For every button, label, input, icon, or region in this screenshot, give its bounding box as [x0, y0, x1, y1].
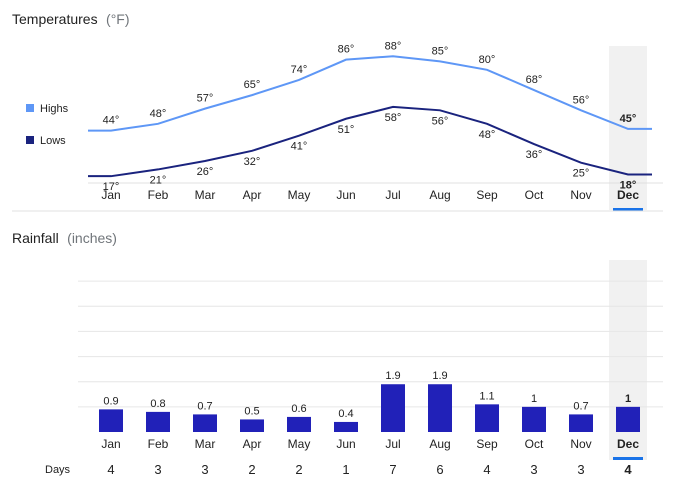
lows-legend-label: Lows	[40, 135, 66, 147]
rain-days-value: 4	[483, 462, 490, 477]
rain-bar[interactable]	[146, 411, 170, 432]
rain-month-tick-label[interactable]: Jan	[101, 437, 120, 451]
rain-month-tick-label[interactable]: Mar	[195, 437, 216, 451]
rain-days-value: 2	[295, 462, 302, 477]
temp-month-tick-label[interactable]: Dec	[617, 188, 639, 202]
temp-month-tick-label[interactable]: Apr	[243, 188, 262, 202]
high-temp-label: 48°	[150, 108, 167, 120]
rain-value-label: 0.7	[197, 400, 212, 412]
rain-days-value: 4	[624, 462, 632, 477]
rain-value-label: 0.7	[573, 400, 588, 412]
low-temp-label: 41°	[291, 141, 308, 153]
low-temp-label: 58°	[385, 112, 402, 124]
rain-bar[interactable]	[522, 406, 546, 432]
rain-value-label: 1.9	[385, 370, 400, 382]
high-temp-label: 65°	[244, 79, 261, 91]
rainfall-bar-chart: 0.9 0.8 0.7 0.5 0.6 0.4 1.9 1.9 1.1 1 0.7 1 Jan Feb Ma…	[78, 280, 663, 460]
rain-month-tick-label[interactable]: May	[288, 437, 311, 451]
high-temp-label: 85°	[432, 45, 449, 57]
rain-value-label: 0.6	[291, 403, 306, 415]
rain-bar[interactable]	[475, 404, 499, 432]
rain-days-value: 4	[107, 462, 114, 477]
temp-month-tick-label[interactable]: Feb	[148, 188, 169, 202]
rain-days-value: 2	[248, 462, 255, 477]
rain-month-tick-label[interactable]: Aug	[429, 437, 450, 451]
temp-month-tick-label[interactable]: Oct	[525, 188, 544, 202]
low-temp-label: 48°	[479, 129, 496, 141]
rain-days-value: 3	[154, 462, 161, 477]
rain-month-tick-label[interactable]: Oct	[525, 437, 544, 451]
high-temp-label: 57°	[197, 93, 214, 105]
temp-month-tick-label[interactable]: Jul	[385, 188, 400, 202]
temperature-title: Temperatures (°F)	[12, 11, 130, 28]
high-temp-label: 44°	[103, 115, 120, 127]
rain-days-value: 1	[342, 462, 349, 477]
high-temp-label: 56°	[573, 94, 590, 106]
low-temp-label: 26°	[197, 166, 214, 178]
rain-value-label: 0.9	[103, 395, 118, 407]
low-temp-label: 21°	[150, 174, 167, 186]
rain-days-value: 6	[436, 462, 443, 477]
rain-value-label: 0.5	[244, 405, 259, 417]
rain-bar[interactable]	[287, 416, 311, 432]
rain-month-tick-label[interactable]: Jul	[385, 437, 400, 451]
rain-bar[interactable]	[428, 384, 452, 432]
high-temp-label: 80°	[479, 54, 496, 66]
rain-value-label: 0.8	[150, 398, 165, 410]
highs-series-line	[88, 55, 652, 132]
rain-days-row: 4 3 3 2 2 1 7 6 4 3 3 4	[107, 462, 632, 477]
highs-legend-swatch	[26, 104, 34, 112]
temp-selected-month-indicator	[613, 208, 643, 211]
rain-month-tick-label[interactable]: Sep	[476, 437, 498, 451]
temp-month-tick-label[interactable]: Aug	[429, 188, 450, 202]
rain-value-label: 1.1	[479, 390, 494, 402]
rain-month-tick-label[interactable]: Apr	[243, 437, 262, 451]
rain-days-value: 3	[577, 462, 584, 477]
rain-selected-month-indicator	[613, 457, 643, 460]
low-temp-label: 56°	[432, 115, 449, 127]
rain-value-label: 1	[531, 393, 537, 405]
high-temp-label: 45°	[620, 113, 637, 125]
temp-month-tick-label[interactable]: May	[288, 188, 311, 202]
lows-series-line	[88, 105, 652, 178]
temperature-line-chart: 44° 48° 57° 65° 74° 86° 88° 85° 80° 68° 56° 45° 17° 2…	[88, 40, 663, 211]
low-temp-label: 25°	[573, 168, 590, 180]
rain-value-label: 1	[625, 393, 631, 405]
lows-legend-swatch	[26, 136, 34, 144]
temp-month-tick-label[interactable]: Jan	[101, 188, 120, 202]
rain-days-value: 3	[201, 462, 208, 477]
rain-bar[interactable]	[193, 414, 217, 432]
temp-month-tick-label[interactable]: Nov	[570, 188, 591, 202]
low-temp-label: 18°	[620, 179, 637, 191]
rain-bar[interactable]	[381, 384, 405, 432]
rain-bar[interactable]	[99, 409, 123, 432]
rain-days-value: 3	[530, 462, 537, 477]
rain-month-tick-label[interactable]: Feb	[148, 437, 169, 451]
rain-days-value: 7	[389, 462, 396, 477]
low-temp-label: 51°	[338, 124, 355, 136]
rain-bar[interactable]	[616, 406, 640, 432]
temp-month-tick-label[interactable]: Mar	[195, 188, 216, 202]
high-temp-label: 86°	[338, 44, 355, 56]
rain-bar[interactable]	[569, 414, 593, 432]
highs-legend-label: Highs	[40, 103, 69, 115]
rain-month-tick-label[interactable]: Jun	[336, 437, 355, 451]
days-row-label: Days	[45, 464, 71, 476]
rain-bar[interactable]	[240, 419, 264, 432]
rain-month-tick-label[interactable]: Nov	[570, 437, 591, 451]
rain-value-label: 0.4	[338, 408, 353, 420]
rain-bar[interactable]	[334, 421, 358, 432]
high-temp-label: 88°	[385, 40, 402, 52]
rainfall-title: Rainfall (inches)	[12, 230, 117, 247]
rain-value-label: 1.9	[432, 370, 447, 382]
low-temp-label: 36°	[526, 149, 543, 161]
high-temp-label: 74°	[291, 64, 308, 76]
high-temp-label: 68°	[526, 74, 543, 86]
low-temp-label: 17°	[103, 181, 120, 193]
low-temp-label: 32°	[244, 156, 261, 168]
temp-month-tick-label[interactable]: Jun	[336, 188, 355, 202]
rain-month-tick-label[interactable]: Dec	[617, 437, 639, 451]
temp-month-tick-label[interactable]: Sep	[476, 188, 498, 202]
